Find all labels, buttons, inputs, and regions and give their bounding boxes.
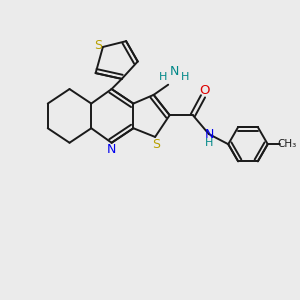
Text: O: O	[199, 84, 210, 97]
Text: N: N	[205, 128, 214, 141]
Text: CH₃: CH₃	[278, 139, 297, 149]
Text: N: N	[169, 65, 179, 78]
Text: N: N	[106, 143, 116, 157]
Text: H: H	[181, 72, 189, 82]
Text: H: H	[159, 72, 167, 82]
Text: S: S	[153, 138, 160, 151]
Text: S: S	[94, 39, 102, 52]
Text: H: H	[205, 138, 214, 148]
